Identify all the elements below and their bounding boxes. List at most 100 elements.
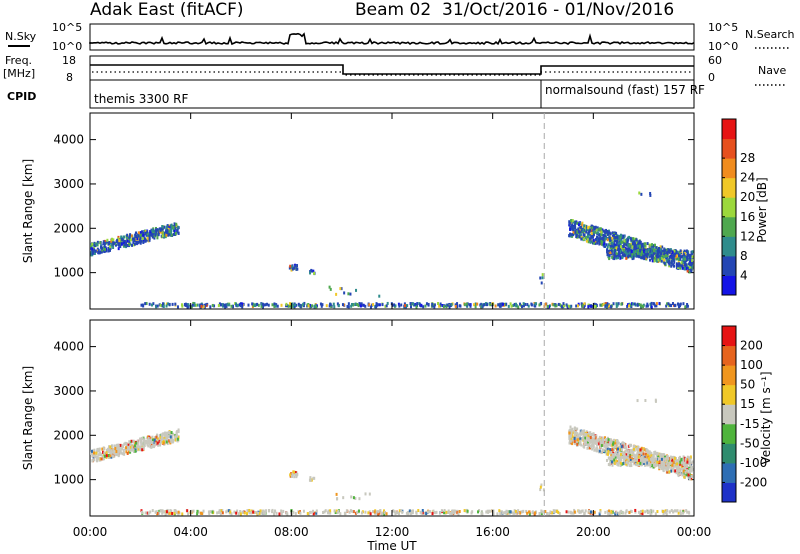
echo-point — [664, 254, 667, 258]
echo-point — [496, 512, 499, 516]
echo-point — [250, 511, 253, 515]
echo-point — [141, 230, 144, 234]
echo-point — [645, 447, 648, 451]
echo-point — [97, 456, 100, 460]
echo-point — [584, 440, 587, 444]
echo-point — [102, 242, 105, 246]
echo-point — [660, 463, 663, 467]
echo-point — [662, 465, 665, 469]
echo-point — [629, 451, 632, 455]
echo-point — [649, 191, 652, 195]
echo-point — [636, 461, 639, 465]
echo-point — [354, 511, 357, 515]
echo-point — [615, 510, 618, 514]
echo-point — [656, 510, 659, 514]
echo-point — [672, 510, 675, 514]
echo-point — [665, 304, 668, 308]
echo-point — [636, 303, 639, 307]
echo-point — [217, 304, 220, 308]
echo-point — [609, 443, 612, 447]
echo-point — [643, 257, 646, 261]
echo-point — [620, 447, 623, 451]
y-tick-label: 3000 — [53, 384, 84, 398]
echo-point — [524, 302, 527, 306]
echo-point — [629, 458, 632, 462]
echo-point — [432, 509, 435, 513]
echo-point — [589, 436, 592, 440]
echo-point — [170, 437, 173, 441]
echo-point — [578, 509, 581, 513]
echo-point — [528, 510, 531, 514]
colorbar-tick-label: 16 — [740, 210, 755, 224]
echo-point — [199, 511, 202, 515]
echo-point — [93, 243, 96, 247]
echo-point — [599, 445, 602, 449]
echo-point — [297, 302, 300, 306]
echo-point — [105, 454, 108, 458]
echo-point — [163, 510, 166, 514]
echo-point — [628, 243, 631, 247]
echo-point — [599, 242, 602, 246]
echo-point — [187, 512, 190, 516]
y-tick-label: 1000 — [53, 473, 84, 487]
echo-point — [344, 512, 347, 516]
echo-point — [156, 236, 159, 240]
echo-point — [498, 304, 501, 308]
echo-point — [150, 445, 153, 449]
echo-point — [123, 243, 126, 247]
echo-point — [650, 305, 653, 309]
echo-point — [588, 439, 591, 443]
echo-point — [644, 459, 647, 463]
colorbar-tick-label: 50 — [740, 378, 755, 392]
echo-point — [309, 271, 312, 275]
echo-point — [489, 303, 492, 307]
echo-point — [675, 460, 678, 464]
echo-point — [572, 230, 575, 234]
echo-point — [611, 448, 614, 452]
echo-point — [130, 439, 133, 443]
echo-point — [587, 226, 590, 230]
echo-point — [403, 302, 406, 306]
echo-point — [604, 304, 607, 308]
echo-point — [672, 466, 675, 470]
echo-point — [186, 303, 189, 307]
echo-point — [585, 230, 588, 234]
echo-point — [541, 276, 544, 280]
echo-point — [394, 512, 397, 516]
echo-point — [660, 259, 663, 263]
echo-point — [576, 438, 579, 442]
echo-point — [631, 257, 634, 261]
echo-point — [569, 439, 572, 443]
echo-point — [144, 302, 147, 306]
echo-point — [686, 510, 689, 514]
echo-point — [259, 509, 262, 513]
echo-point — [117, 444, 120, 448]
echo-point — [375, 305, 378, 309]
echo-point — [132, 240, 135, 244]
echo-point — [649, 460, 652, 464]
echo-point — [663, 453, 666, 457]
echo-point — [306, 303, 309, 307]
echo-point — [655, 254, 658, 258]
echo-point — [552, 303, 555, 307]
colorbar-segment — [722, 404, 736, 425]
echo-point — [606, 248, 609, 252]
echo-point — [119, 242, 122, 246]
echo-point — [631, 457, 634, 461]
x-tick-label: 00:00 — [677, 525, 712, 539]
echo-point — [611, 453, 614, 457]
echo-point — [666, 252, 669, 256]
echo-point — [622, 254, 625, 258]
echo-point — [114, 446, 117, 450]
echo-point — [662, 511, 665, 515]
echo-point — [646, 304, 649, 308]
echo-point — [313, 271, 316, 275]
echo-point — [666, 248, 669, 252]
echo-point — [589, 304, 592, 308]
echo-point — [689, 260, 692, 264]
echo-point — [112, 453, 115, 457]
echo-point — [686, 303, 689, 307]
echo-point — [613, 453, 616, 457]
echo-point — [624, 254, 627, 258]
echo-point — [127, 447, 130, 451]
